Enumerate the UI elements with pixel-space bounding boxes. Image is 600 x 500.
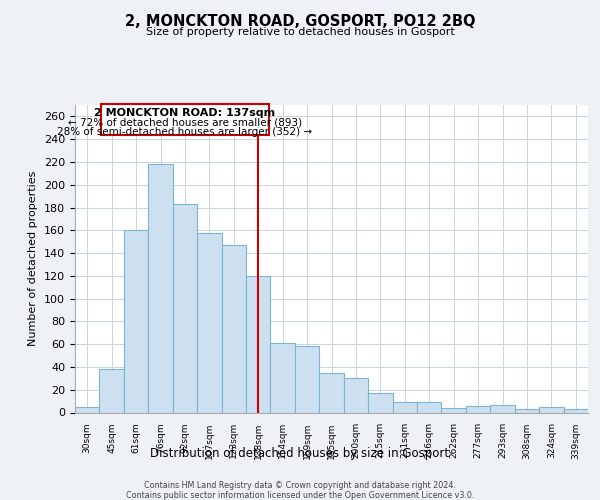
Bar [100, 369, 124, 412]
Bar [124, 230, 148, 412]
Text: Size of property relative to detached houses in Gosport: Size of property relative to detached ho… [146, 27, 454, 37]
Bar [392, 402, 417, 412]
Bar [271, 343, 295, 412]
Bar [490, 404, 515, 412]
Bar [221, 245, 246, 412]
Bar [319, 372, 344, 412]
Bar [295, 346, 319, 412]
Bar [246, 276, 271, 412]
Bar [417, 402, 442, 412]
Text: 2, MONCKTON ROAD, GOSPORT, PO12 2BQ: 2, MONCKTON ROAD, GOSPORT, PO12 2BQ [125, 14, 475, 29]
Y-axis label: Number of detached properties: Number of detached properties [28, 171, 38, 346]
Bar [515, 409, 539, 412]
Bar [368, 393, 392, 412]
Bar [148, 164, 173, 412]
Bar [197, 232, 221, 412]
Bar [75, 407, 100, 412]
Text: 28% of semi-detached houses are larger (352) →: 28% of semi-detached houses are larger (… [58, 126, 313, 136]
Bar [563, 409, 588, 412]
Bar [466, 406, 490, 412]
Text: Distribution of detached houses by size in Gosport: Distribution of detached houses by size … [151, 448, 449, 460]
Text: Contains public sector information licensed under the Open Government Licence v3: Contains public sector information licen… [126, 491, 474, 500]
Text: 2 MONCKTON ROAD: 137sqm: 2 MONCKTON ROAD: 137sqm [94, 108, 275, 118]
FancyBboxPatch shape [101, 104, 269, 134]
Bar [442, 408, 466, 412]
Bar [173, 204, 197, 412]
Bar [344, 378, 368, 412]
Text: ← 72% of detached houses are smaller (893): ← 72% of detached houses are smaller (89… [68, 118, 302, 128]
Bar [539, 407, 563, 412]
Text: Contains HM Land Registry data © Crown copyright and database right 2024.: Contains HM Land Registry data © Crown c… [144, 481, 456, 490]
